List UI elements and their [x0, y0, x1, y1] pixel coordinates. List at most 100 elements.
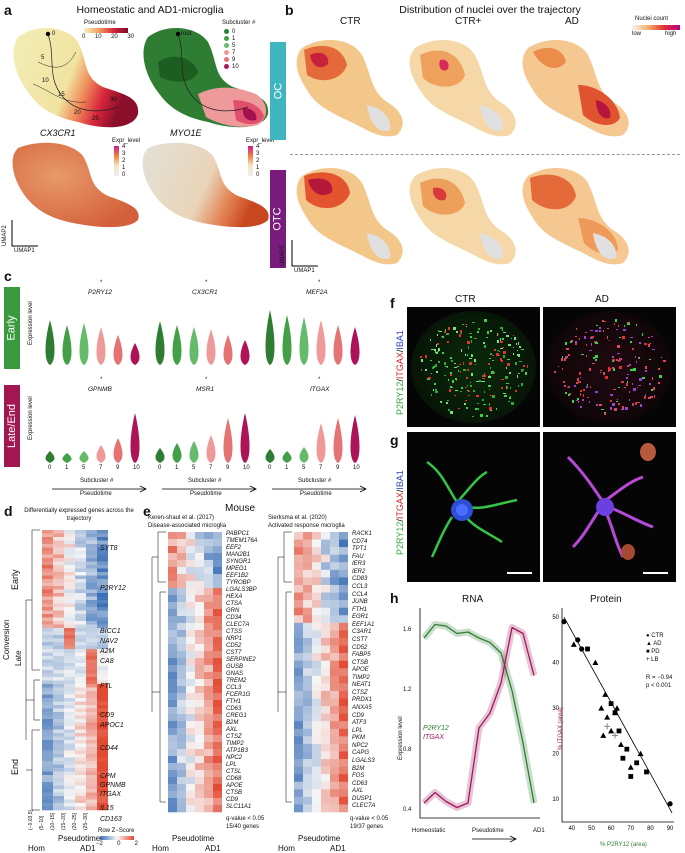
protein-legend: ● CTR ▲ AD ■ PD + LB [646, 632, 664, 664]
fluorescence-speck [429, 339, 432, 341]
legend-dot-7 [224, 50, 229, 55]
heatmap-cell [177, 546, 186, 554]
heatmap-cell [53, 701, 64, 706]
heatmap-cell [195, 602, 204, 610]
heatmap-cell [64, 666, 75, 671]
heatmap-cell [186, 644, 195, 652]
gene-label: EEF2 [226, 545, 242, 551]
heatmap-cell [53, 575, 64, 580]
heatmap-cell [97, 631, 108, 636]
fluorescence-speck [504, 395, 507, 397]
fluorescence-speck [468, 390, 471, 393]
heatmap-cell [75, 673, 86, 678]
d-gene-p2ry12: P2RY12 [100, 585, 126, 592]
heatmap-cell [186, 553, 195, 561]
fluorescence-speck [489, 367, 491, 370]
fluorescence-speck [521, 369, 525, 371]
heatmap-cell [64, 551, 75, 555]
heatmap-cell [64, 705, 75, 709]
star-msr1: * [205, 377, 208, 383]
fluorescence-speck [640, 403, 642, 407]
heatmap-cell [303, 675, 312, 684]
heatmap-cell [42, 799, 53, 804]
fluorescence-speck [648, 383, 652, 385]
fluorescence-speck [467, 354, 469, 357]
fluorescence-speck [617, 403, 621, 406]
heatmap-cell [330, 660, 339, 669]
heatmap-cell [204, 567, 213, 575]
heatmap-cell [42, 645, 53, 650]
heatmap-cell [75, 757, 86, 762]
fluorescence-speck [437, 343, 440, 345]
heatmap-cell [186, 686, 195, 694]
heatmap-cell [64, 729, 75, 734]
fluorescence-speck [446, 399, 449, 401]
density-otc-ad [522, 167, 629, 265]
heatmap-cell [168, 770, 177, 778]
fluorescence-speck [470, 340, 473, 343]
gene-label: LGALS3 [352, 758, 375, 765]
fluorescence-speck [607, 369, 610, 372]
heatmap-cell [294, 713, 303, 722]
legend-ad-label: AD [653, 641, 662, 647]
gene-label: FTH1 [352, 606, 367, 613]
violin [265, 449, 275, 463]
heatmap-cell [321, 728, 330, 737]
violin [155, 448, 165, 463]
fluorescence-speck [507, 386, 509, 390]
panel-a-title: Homeostatic and AD1-microglia [76, 4, 224, 16]
heatmap-cell [64, 533, 75, 538]
heatmap-cell [177, 637, 186, 645]
g-scalebar-ctr [507, 572, 532, 574]
legend-pd-marker: ■ [646, 649, 652, 655]
fluorescence-speck [632, 368, 636, 371]
umap2-label-b: UMAP2 [280, 245, 286, 266]
heatmap-cell [42, 719, 53, 723]
heatmap-cell [53, 558, 64, 562]
heatmap-cell [195, 553, 204, 561]
traj-label-10: 10 [42, 78, 49, 84]
fluorescence-speck [612, 403, 615, 406]
heatmap-cell [75, 544, 86, 548]
fluorescence-speck [617, 345, 620, 348]
legend-dot-10 [224, 64, 229, 69]
fluorescence-speck [578, 337, 580, 340]
heatmap-cell [53, 659, 64, 664]
heatmap-cell [64, 645, 75, 650]
fluorescence-speck [442, 336, 444, 339]
violin [316, 423, 326, 463]
heatmap-cell [339, 630, 348, 639]
heatmap-cell [303, 577, 312, 586]
fluorescence-speck [420, 368, 423, 371]
bin-label: (5−10] [39, 815, 45, 830]
fluorescence-speck [580, 389, 583, 392]
heatmap-cell [204, 644, 213, 652]
heatmap-cell [213, 546, 222, 554]
heatmap-cell [97, 761, 108, 765]
heatmap-cell [321, 675, 330, 684]
fluorescence-speck [568, 354, 571, 357]
heatmap-cell [177, 763, 186, 771]
expr-tick: 3 [122, 151, 126, 157]
heatmap-cell [294, 796, 303, 805]
heatmap-cell [64, 677, 75, 681]
heatmap-cell [312, 532, 321, 540]
heatmap-cell [64, 712, 75, 716]
heatmap-cell [86, 600, 97, 604]
heatmap-cell [339, 615, 348, 624]
heatmap-cell [204, 742, 213, 750]
heatmap-cell [42, 621, 53, 625]
heatmap-cell [195, 693, 204, 701]
fluorescence-speck [619, 336, 622, 339]
heatmap-cell [168, 721, 177, 729]
heatmap-cell [75, 547, 86, 552]
heatmap-cell [75, 796, 86, 800]
heatmap-cell [195, 567, 204, 575]
heatmap-cell [339, 721, 348, 730]
heatmap-cell [42, 600, 53, 604]
fluorescence-speck [619, 359, 622, 362]
fluorescence-speck [576, 378, 580, 382]
gene-label: GNAS [226, 671, 244, 677]
heatmap-cell [86, 785, 97, 790]
heatmap-cell [86, 673, 97, 678]
